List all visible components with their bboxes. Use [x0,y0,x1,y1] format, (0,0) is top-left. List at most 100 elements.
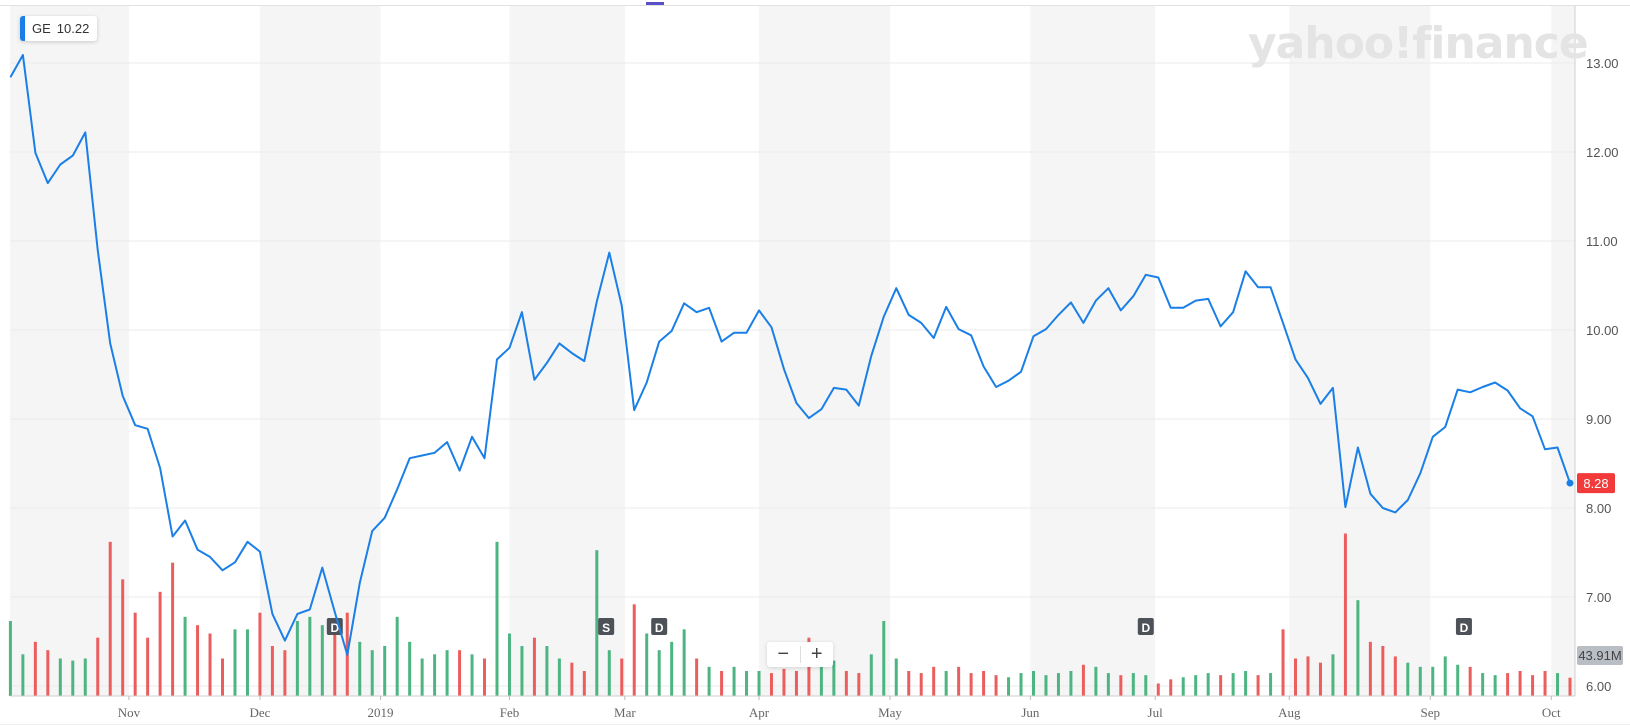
price-point[interactable] [455,466,465,476]
price-point[interactable] [317,563,327,573]
price-point[interactable] [1278,318,1288,328]
price-point[interactable] [130,420,140,430]
price-point[interactable] [579,356,589,366]
price-point[interactable] [916,318,926,328]
price-point[interactable] [667,326,677,336]
price-point[interactable] [5,72,15,82]
price-point[interactable] [1103,283,1113,293]
price-point[interactable] [941,302,951,312]
price-point[interactable] [517,307,527,317]
price-point[interactable] [804,413,814,423]
price-point[interactable] [717,337,727,347]
price-point[interactable] [1141,270,1151,280]
price-point[interactable] [218,565,228,575]
symbol-legend[interactable]: GE 10.22 [20,16,98,41]
price-point[interactable] [954,324,964,334]
price-point[interactable] [766,322,776,332]
price-point[interactable] [929,333,939,343]
price-point[interactable] [305,604,315,614]
price-point[interactable] [1016,367,1026,377]
price-point[interactable] [654,337,664,347]
price-point[interactable] [816,404,826,414]
price-point[interactable] [68,151,78,161]
event-marker-d[interactable] [651,618,668,635]
price-point[interactable] [93,245,103,255]
price-point[interactable] [991,382,1001,392]
price-point[interactable] [1004,376,1014,386]
price-point[interactable] [105,338,115,348]
price-point[interactable] [342,650,352,660]
price-point[interactable] [542,358,552,368]
price-point[interactable] [729,328,739,338]
price-point[interactable] [55,159,65,169]
price-point[interactable] [1553,442,1563,452]
price-point[interactable] [754,305,764,315]
price-point[interactable] [1078,318,1088,328]
price-point[interactable] [1178,303,1188,313]
price-point[interactable] [43,178,53,188]
price-point[interactable] [367,526,377,536]
price-point[interactable] [1241,266,1251,276]
price-point[interactable] [1203,294,1213,304]
price-point[interactable] [1128,291,1138,301]
price-point[interactable] [242,537,252,547]
price-point[interactable] [1503,386,1513,396]
price-point[interactable] [692,307,702,317]
price-point[interactable] [230,557,240,567]
price-point[interactable] [467,432,477,442]
price-point[interactable] [854,401,864,411]
price-point[interactable] [430,448,440,458]
price-point[interactable] [629,405,639,415]
price-point[interactable] [1453,385,1463,395]
price-point[interactable] [1091,296,1101,306]
price-point[interactable] [1216,321,1226,331]
price-point[interactable] [267,609,277,619]
price-point[interactable] [904,310,914,320]
price-point[interactable] [1428,432,1438,442]
price-point[interactable] [704,303,714,313]
price-point[interactable] [617,301,627,311]
price-point[interactable] [642,378,652,388]
price-point[interactable] [380,513,390,523]
range-scroll-indicator[interactable] [646,2,664,5]
price-point[interactable] [1478,382,1488,392]
price-point[interactable] [118,391,128,401]
price-point[interactable] [1403,495,1413,505]
price-point[interactable] [1365,489,1375,499]
price-point[interactable] [866,351,876,361]
price-point[interactable] [442,437,452,447]
price-point[interactable] [18,50,28,60]
price-point[interactable] [280,636,290,646]
price-point[interactable] [829,383,839,393]
price-point[interactable] [1328,383,1338,393]
price-point[interactable] [879,312,889,322]
event-marker-s[interactable] [598,618,615,635]
price-point[interactable] [1440,422,1450,432]
price-point[interactable] [529,375,539,385]
price-point[interactable] [155,463,165,473]
price-point[interactable] [1053,310,1063,320]
price-point[interactable] [1166,303,1176,313]
price-point[interactable] [143,424,153,434]
price-point[interactable] [1528,411,1538,421]
price-point[interactable] [592,297,602,307]
price-point[interactable] [168,531,178,541]
zoom-out-button[interactable]: − [777,643,790,665]
price-point[interactable] [1378,503,1388,513]
price-point[interactable] [1266,282,1276,292]
price-point[interactable] [417,450,427,460]
price-point[interactable] [554,338,564,348]
price-point[interactable] [1191,296,1201,306]
price-point[interactable] [1066,297,1076,307]
price-point[interactable] [1340,502,1350,512]
price-point[interactable] [480,453,490,463]
price-point[interactable] [1303,373,1313,383]
price-point[interactable] [841,385,851,395]
price-point[interactable] [180,515,190,525]
price-point[interactable] [791,398,801,408]
price-point[interactable] [1253,282,1263,292]
price-point[interactable] [1390,507,1400,517]
price-point[interactable] [405,453,415,463]
price-point[interactable] [392,484,402,494]
price-point[interactable] [1291,354,1301,364]
